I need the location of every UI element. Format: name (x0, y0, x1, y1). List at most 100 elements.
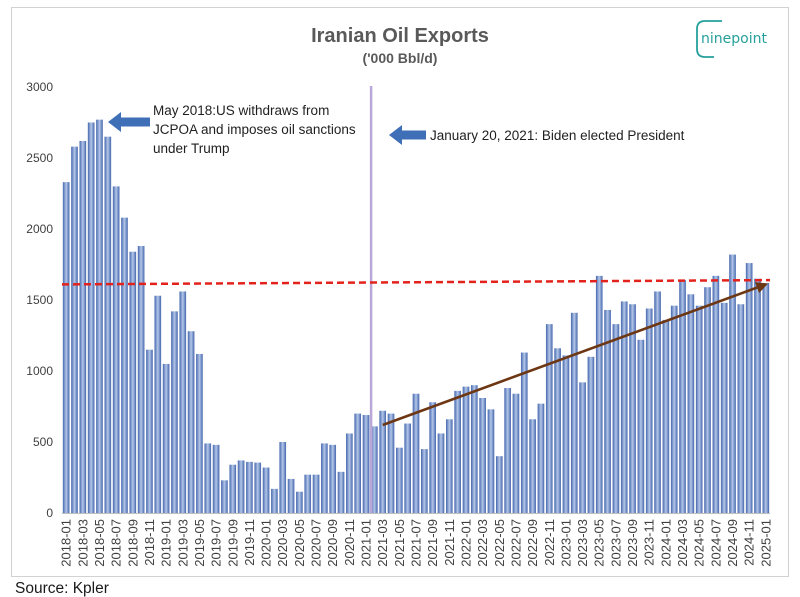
x-tick-label: 2023-09 (625, 519, 640, 567)
x-tick-label: 2021-03 (375, 519, 390, 567)
x-tick-label: 2022-03 (475, 519, 490, 567)
x-tick-label: 2018-07 (109, 519, 124, 567)
x-tick-label: 2024-05 (692, 519, 707, 567)
bar-2022-05 (495, 456, 503, 513)
chart-title: Iranian Oil Exports (311, 25, 489, 47)
bar-2024-01 (662, 319, 670, 513)
x-tick-label: 2018-03 (75, 519, 90, 567)
x-tick-label: 2024-07 (708, 519, 723, 567)
bar-2018-05 (96, 119, 103, 513)
annotation-line: under Trump (153, 141, 230, 156)
bar-2022-12 (554, 348, 561, 513)
bar-2019-11 (246, 461, 253, 513)
x-tick-label: 2019-05 (192, 519, 207, 567)
bar-2024-08 (720, 302, 728, 513)
bar-2023-04 (587, 356, 595, 513)
bar-2024-06 (704, 287, 711, 513)
bar-2018-06 (104, 136, 112, 513)
bar-2024-03 (679, 280, 686, 513)
x-tick-label: 2022-01 (459, 519, 474, 567)
y-tick-label: 1500 (26, 293, 53, 307)
x-axis: 2018-01 2018-03 2018-05 2018-07 2018-09 2018-… (59, 519, 774, 567)
bar-2018-07 (112, 186, 120, 513)
bar-2021-03 (379, 410, 387, 513)
bar-2019-05 (196, 353, 203, 513)
bar-2020-10 (337, 471, 345, 513)
bar-2023-03 (579, 382, 586, 513)
x-tick-label: 2024-09 (725, 519, 740, 567)
bar-2019-06 (204, 443, 212, 513)
bar-2020-01 (262, 467, 270, 513)
x-tick-label: 2019-11 (242, 519, 257, 566)
bar-2021-04 (387, 413, 395, 513)
bar-2022-09 (529, 419, 536, 513)
y-tick-label: 2500 (26, 151, 53, 165)
annotation-line: JCPOA and imposes oil sanctions (153, 122, 356, 137)
x-tick-label: 2023-05 (592, 519, 607, 567)
annotation-line: January 20, 2021: Biden elected Presiden… (430, 128, 685, 143)
bar-2022-02 (470, 385, 478, 513)
bar-2021-11 (445, 419, 453, 513)
y-tick-label: 500 (33, 435, 53, 449)
bar-2021-10 (437, 433, 445, 513)
x-tick-label: 2023-07 (608, 519, 623, 567)
x-tick-label: 2021-01 (359, 519, 374, 567)
x-tick-label: 2023-03 (575, 519, 590, 567)
x-tick-label: 2018-01 (59, 519, 74, 567)
logo-outline (696, 20, 722, 58)
bar-2018-09 (129, 251, 137, 513)
bar-2023-08 (620, 301, 628, 513)
annotation-arrow-left (389, 125, 426, 145)
bar-2019-12 (254, 462, 262, 513)
bar-2023-12 (654, 291, 661, 513)
bar-2022-08 (520, 352, 528, 513)
bar-2020-07 (312, 474, 320, 513)
bar-2022-03 (479, 397, 486, 513)
bar-2022-06 (504, 388, 511, 513)
bar-2021-08 (421, 449, 428, 513)
bar-2018-04 (87, 122, 95, 513)
bar-2019-04 (187, 331, 195, 513)
x-tick-label: 2022-09 (525, 519, 540, 567)
x-tick-label: 2020-07 (309, 519, 324, 567)
y-tick-label: 0 (46, 506, 53, 520)
bar-2021-07 (412, 393, 420, 513)
trend-arrow-line (382, 282, 768, 427)
bar-2023-01 (562, 355, 570, 513)
bar-2020-03 (279, 442, 287, 513)
bar-2021-06 (404, 423, 411, 513)
bar-2023-06 (604, 309, 611, 513)
x-tick-label: 2021-11 (442, 519, 457, 566)
bar-2018-03 (79, 140, 87, 513)
chart-overlays (61, 86, 771, 513)
annotation-sanctions: May 2018:US withdraws from JCPOA and imp… (108, 103, 356, 156)
x-tick-label: 2020-01 (259, 519, 274, 567)
bar-2024-02 (670, 305, 678, 513)
x-tick-label: 2018-09 (125, 519, 140, 567)
x-tick-label: 2024-03 (675, 519, 690, 567)
bar-2019-03 (179, 291, 187, 513)
x-tick-label: 2020-05 (292, 519, 307, 567)
bar-2022-07 (512, 393, 520, 513)
x-tick-label: 2023-11 (642, 519, 657, 566)
x-tick-label: 2022-07 (509, 519, 524, 567)
bar-2018-12 (154, 295, 162, 513)
bar-2020-06 (304, 474, 312, 513)
bar-2023-09 (629, 304, 636, 513)
bar-2020-02 (271, 488, 278, 513)
bar-2023-07 (612, 324, 620, 513)
bar-2019-10 (237, 460, 245, 513)
bar-2023-10 (637, 339, 645, 513)
bar-2023-11 (645, 308, 653, 513)
x-tick-label: 2021-09 (425, 519, 440, 567)
bar-2020-09 (329, 444, 337, 513)
bar-2020-04 (287, 478, 295, 513)
x-tick-label: 2021-05 (392, 519, 407, 567)
bar-2024-10 (737, 304, 745, 513)
x-tick-label: 2021-07 (409, 519, 424, 567)
chart-subtitle: ('000 Bbl/d) (363, 50, 438, 66)
bar-2020-12 (354, 413, 362, 513)
bar-2024-04 (687, 294, 695, 513)
x-tick-label: 2022-11 (542, 519, 557, 566)
bar-series (62, 119, 770, 514)
